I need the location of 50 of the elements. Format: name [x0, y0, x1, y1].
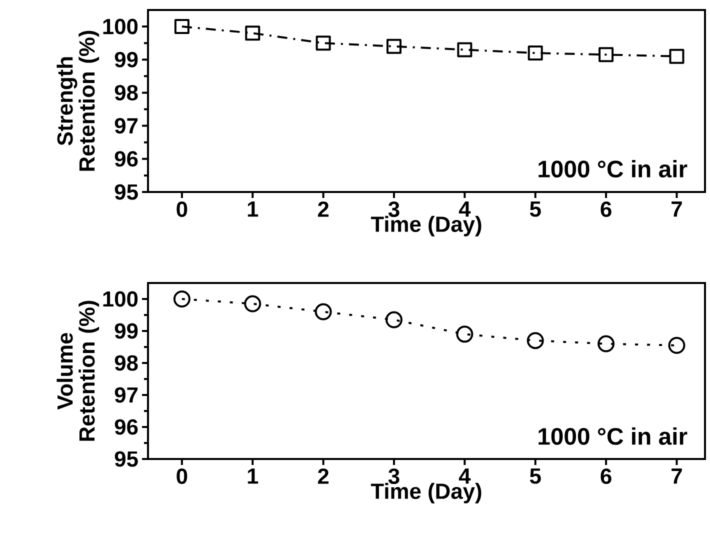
- y-tick-label: 95: [114, 451, 138, 467]
- x-tick-label: 6: [600, 468, 612, 484]
- x-tick-label: 5: [530, 468, 541, 484]
- y-tick-label: 97: [114, 387, 138, 403]
- point: [668, 336, 686, 354]
- x-tick-label: 2: [318, 468, 329, 484]
- y-tick-label: 98: [114, 355, 138, 371]
- y-axis-title: Strength Retention (%): [56, 30, 100, 171]
- x-tick-label: 1: [248, 468, 258, 484]
- point: [598, 335, 615, 352]
- point: [174, 19, 190, 34]
- x-tick-label: 3: [388, 468, 400, 484]
- x-tick-label: 5: [530, 202, 541, 217]
- x-tick-label: 3: [388, 201, 400, 218]
- x-tick-label: 0: [176, 201, 188, 218]
- y-tick-label: 99: [114, 52, 138, 68]
- point: [456, 326, 474, 343]
- y-axis-title: Volume Retention (%): [56, 300, 100, 441]
- y-tick-label: 95: [114, 184, 138, 200]
- x-tick-label: 2: [318, 201, 329, 217]
- point: [245, 26, 260, 41]
- point: [457, 42, 472, 58]
- x-tick-label: 1: [248, 202, 258, 217]
- x-tick-label: 7: [672, 202, 682, 217]
- x-tick-label: 0: [176, 468, 188, 484]
- x-tick-label: 6: [600, 201, 612, 218]
- point: [244, 295, 262, 312]
- annotation: 1000 °C in air: [538, 427, 688, 445]
- x-axis-title: Time (Day): [370, 216, 482, 236]
- y-tick-label: 96: [114, 419, 138, 435]
- annotation: 1000 °C in air: [538, 160, 688, 178]
- point: [528, 46, 543, 61]
- point: [669, 48, 684, 64]
- x-tick-label: 7: [672, 468, 682, 484]
- point: [314, 303, 332, 320]
- point: [385, 311, 402, 328]
- point: [173, 290, 190, 308]
- x-tick-label: 4: [458, 468, 471, 484]
- y-tick-label: 99: [114, 323, 138, 339]
- point: [386, 38, 402, 54]
- y-tick-label: 96: [114, 151, 138, 167]
- y-tick-label: 100: [103, 18, 138, 34]
- y-tick-label: 98: [114, 84, 138, 100]
- point: [316, 36, 331, 51]
- y-tick-label: 97: [114, 118, 138, 134]
- y-tick-label: 100: [103, 291, 138, 307]
- x-axis-title: Time (Day): [370, 482, 482, 504]
- point: [598, 47, 614, 62]
- point: [526, 332, 544, 350]
- x-tick-label: 4: [458, 202, 471, 217]
